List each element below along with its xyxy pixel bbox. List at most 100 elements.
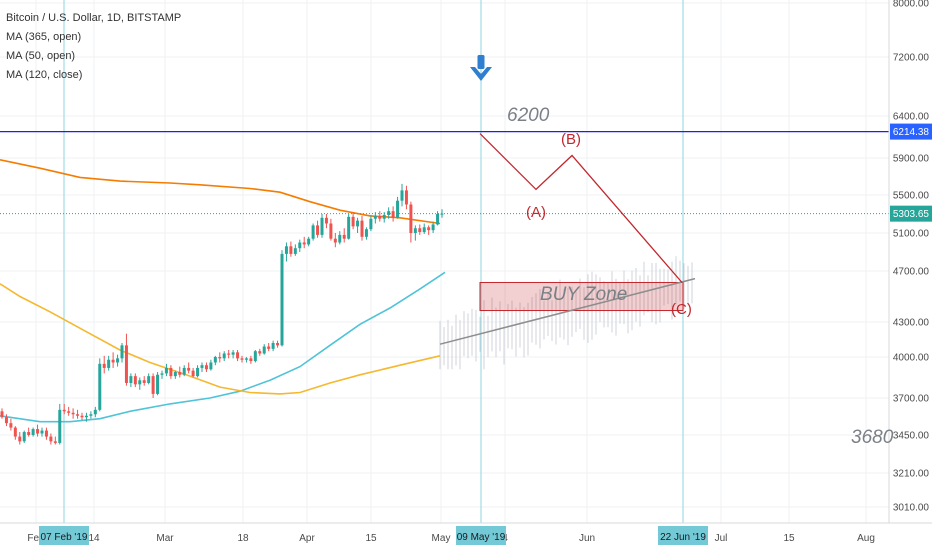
- candle-up: [213, 357, 217, 363]
- candle-down: [169, 367, 173, 377]
- time-tick-label: 14: [88, 533, 100, 544]
- moving-averages: [0, 159, 446, 423]
- candle-up: [40, 430, 44, 434]
- candle-down: [133, 376, 137, 385]
- price-axis-ticks: 8000.00 7200.00 6400.00 5900.00 5500.00 5100.…: [893, 0, 930, 514]
- candle-up: [200, 365, 204, 368]
- support-3680-label[interactable]: 3680: [851, 427, 894, 448]
- candle-down: [289, 246, 293, 254]
- candle-up: [387, 211, 391, 215]
- time-tick-label: Jun: [579, 533, 595, 544]
- price-tick-label: 3450.00: [893, 431, 930, 442]
- date-tag-label: 09 May '19: [457, 532, 506, 543]
- candle-down: [276, 343, 280, 346]
- candle-down: [236, 352, 240, 359]
- candle-up: [293, 248, 297, 254]
- candle-up: [164, 367, 168, 374]
- wave-label-c[interactable]: (C): [671, 301, 692, 318]
- buy-zone-box: [479, 281, 684, 312]
- legend-title: Bitcoin / U.S. Dollar, 1D, BITSTAMP: [6, 12, 181, 24]
- candle-up: [58, 409, 62, 443]
- wave-label-a[interactable]: (A): [526, 204, 546, 221]
- candle-up: [431, 224, 435, 231]
- ma50-line: [0, 271, 446, 423]
- time-tick-label: 15: [365, 533, 377, 544]
- candle-up: [98, 363, 102, 410]
- date-tag-label: 22 Jun '19: [660, 532, 706, 543]
- candle-down: [0, 411, 4, 418]
- candle-down: [80, 415, 84, 418]
- candle-down: [9, 423, 13, 428]
- ma120-line: [0, 283, 441, 395]
- candle-down: [124, 345, 128, 383]
- candle-down: [267, 346, 271, 349]
- candle-down: [27, 432, 31, 435]
- candle-down: [71, 412, 75, 415]
- candle-down: [102, 363, 106, 368]
- candle-up: [116, 358, 120, 363]
- candle-down: [76, 414, 80, 416]
- candle-down: [351, 216, 355, 227]
- date-tag-bg: [39, 526, 89, 545]
- candle-down: [360, 220, 364, 237]
- candle-down: [316, 225, 320, 235]
- axis-tags: 6214.38 5303.65 07 Feb '19 09 May '19 22 Jun…: [39, 123, 932, 545]
- candle-down: [204, 365, 208, 370]
- chart-grid: [0, 0, 889, 523]
- candle-up: [369, 218, 373, 230]
- time-tick-label: Feb: [27, 533, 45, 544]
- candle-down: [333, 238, 337, 243]
- candle-up: [222, 353, 226, 359]
- time-tick-label: 18: [237, 533, 249, 544]
- time-tick-label: Aug: [857, 533, 875, 544]
- elliott-wave-path: [479, 133, 683, 283]
- chart-legend[interactable]: Bitcoin / U.S. Dollar, 1D, BITSTAMP MA (…: [6, 12, 181, 81]
- legend-ma50[interactable]: MA (50, open): [6, 50, 75, 62]
- candle-down: [191, 370, 195, 377]
- candle-down: [151, 376, 155, 394]
- time-tick-label: 15: [783, 533, 795, 544]
- price-axis-panel[interactable]: [889, 0, 932, 523]
- candle-down: [240, 358, 244, 360]
- candle-down: [18, 436, 22, 442]
- candle-up: [120, 345, 124, 359]
- date-tag-bg: [658, 526, 708, 545]
- candle-up: [160, 373, 164, 375]
- trend-line: [439, 277, 696, 345]
- candle-down: [13, 427, 17, 437]
- candle-down: [249, 358, 253, 362]
- resistance-price-tag: 6214.38: [893, 127, 930, 138]
- candle-up: [231, 352, 235, 355]
- candle-down: [404, 190, 408, 205]
- candle-up: [382, 214, 386, 219]
- wave-label-b[interactable]: (B): [561, 131, 581, 148]
- target-6200-label[interactable]: 6200: [507, 105, 550, 126]
- candle-up: [147, 376, 151, 383]
- legend-ma120[interactable]: MA (120, close): [6, 69, 82, 81]
- candle-up: [138, 380, 142, 385]
- candlesticks[interactable]: [0, 183, 444, 445]
- candle-up: [347, 216, 351, 239]
- arrow-down-icon[interactable]: [470, 55, 492, 81]
- candle-up: [156, 374, 160, 394]
- candle-up: [356, 220, 360, 227]
- candle-up: [271, 343, 275, 349]
- candle-up: [320, 217, 324, 235]
- candle-up: [280, 253, 284, 346]
- candle-up: [413, 228, 417, 233]
- date-tag-label: 07 Feb '19: [41, 532, 88, 543]
- date-tag-bg: [456, 526, 506, 545]
- candle-up: [400, 190, 404, 201]
- price-tick-label: 3010.00: [893, 503, 930, 514]
- candle-up: [93, 409, 97, 415]
- legend-ma365[interactable]: MA (365, open): [6, 31, 81, 43]
- candle-down: [218, 357, 222, 359]
- candle-up: [253, 351, 257, 362]
- chart-drawings[interactable]: [0, 130, 889, 345]
- buy-zone-label[interactable]: BUY Zone: [540, 284, 627, 305]
- time-tick-label: Mar: [156, 533, 174, 544]
- price-tick-label: 4700.00: [893, 267, 930, 278]
- candle-down: [187, 367, 191, 371]
